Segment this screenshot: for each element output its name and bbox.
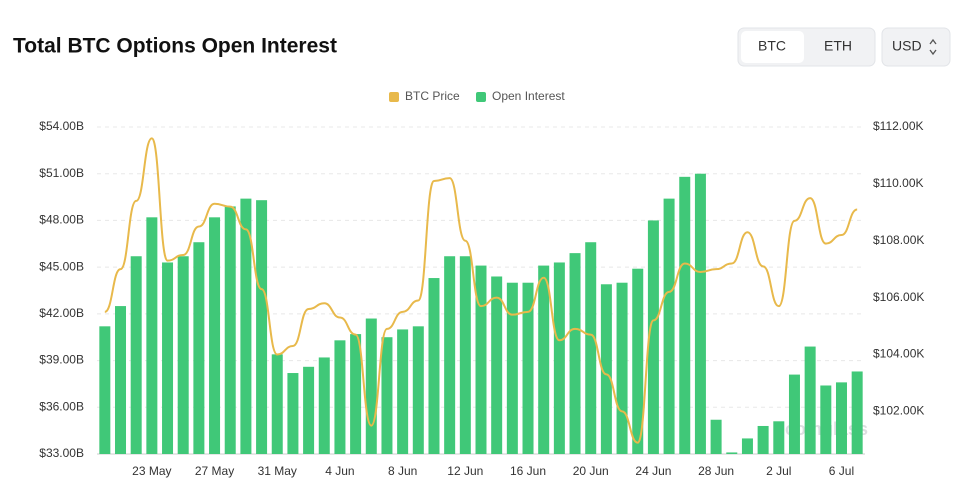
price-line [104,137,858,444]
legend-label: BTC Price [405,89,460,103]
y2-tick-label: $110.00K [873,176,924,190]
y-tick-label: $45.00B [39,259,84,273]
bar [365,318,377,454]
bar [585,242,597,454]
bar [350,334,362,454]
bar [522,282,534,454]
x-tick-label: 23 May [132,464,171,478]
bar [475,265,487,454]
bar [115,306,127,454]
bar [146,217,158,454]
bar [412,326,424,454]
x-tick-label: 28 Jun [698,464,734,478]
legend-swatch [389,92,399,102]
x-tick-label: 12 Jun [447,464,483,478]
legend-label: Open Interest [492,89,565,103]
bar [459,256,471,454]
bar [318,357,330,454]
bar [600,284,612,454]
bar [616,282,628,454]
y2-tick-label: $108.00K [873,233,924,247]
y2-tick-label: $106.00K [873,290,924,304]
y-tick-label: $54.00B [39,119,84,133]
toggle-selected[interactable] [741,31,804,63]
bar [177,256,189,454]
bar [193,242,205,454]
currency-select[interactable] [881,27,951,67]
y-tick-label: $36.00B [39,399,84,413]
x-tick-label: 24 Jun [635,464,671,478]
legend-swatch [476,92,486,102]
toggle-eth[interactable]: ETH [824,38,852,54]
x-tick-label: 6 Jul [829,464,854,478]
y2-tick-label: $102.00K [873,404,924,418]
bar [663,198,675,454]
y-tick-label: $42.00B [39,306,84,320]
bar [209,217,221,454]
bar [99,326,111,454]
bar [553,262,565,454]
bar [726,452,738,454]
bar [694,173,706,454]
bar [444,256,456,454]
bar [538,265,550,454]
bar [287,373,299,454]
y-tick-label: $39.00B [39,353,84,367]
bar [240,198,252,454]
bar [757,425,769,454]
bar [130,256,142,454]
y2-tick-label: $104.00K [873,347,924,361]
x-tick-label: 27 May [195,464,234,478]
y2-tick-label: $112.00K [873,119,924,133]
bar [632,268,644,454]
toggle-btc[interactable]: BTC [758,38,786,54]
bar [569,253,581,454]
x-tick-label: 2 Jul [766,464,791,478]
bar [381,337,393,454]
bar [710,419,722,454]
bar [851,371,863,454]
x-tick-label: 8 Jun [388,464,417,478]
currency-label: USD [892,38,922,54]
bar [647,220,659,454]
y-tick-label: $33.00B [39,446,84,460]
bar [303,366,315,454]
bar [741,438,753,454]
bar [162,262,174,454]
bar [224,206,236,454]
x-tick-label: 16 Jun [510,464,546,478]
select-arrows [929,38,937,56]
bar [788,374,800,454]
bar [679,176,691,455]
bar [506,282,518,454]
bar [271,354,283,454]
bar [256,200,268,454]
bar [428,278,440,454]
y-tick-label: $51.00B [39,166,84,180]
x-tick-label: 20 Jun [573,464,609,478]
chart-title: Total BTC Options Open Interest [13,35,337,58]
bar [397,329,409,454]
y-tick-label: $48.00B [39,213,84,227]
bar [334,340,346,454]
x-tick-label: 31 May [258,464,297,478]
bar [491,276,503,454]
bar [773,421,785,454]
bar [820,385,832,454]
bar [804,346,816,454]
x-tick-label: 4 Jun [325,464,354,478]
bar [835,382,847,454]
